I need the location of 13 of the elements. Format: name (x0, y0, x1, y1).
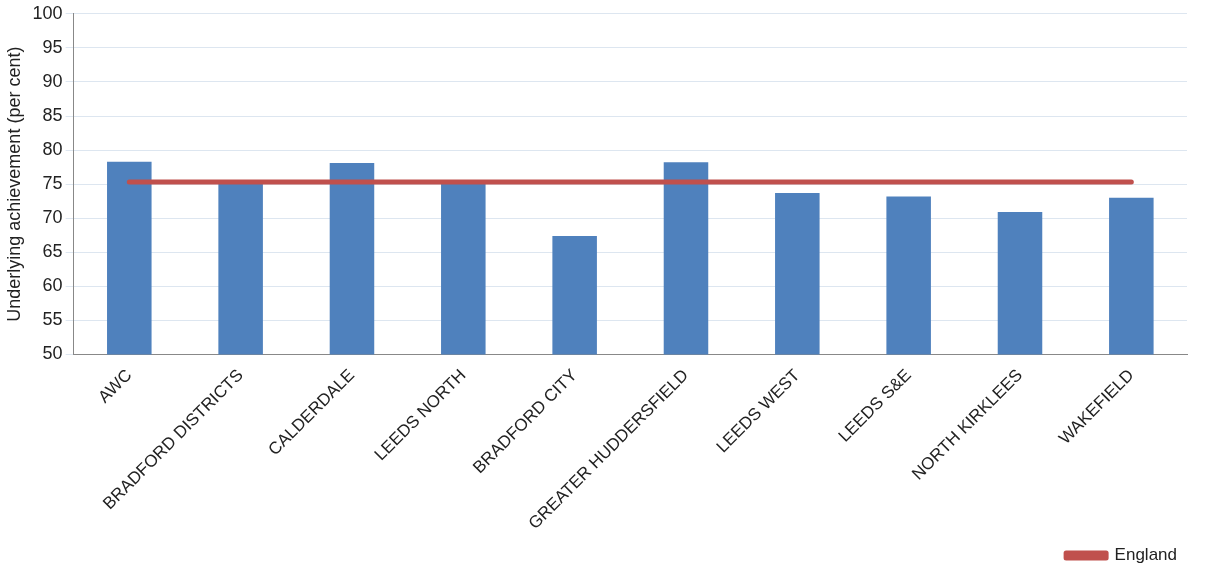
y-tick-label: 70 (42, 207, 63, 228)
y-tick-label: 55 (42, 309, 63, 330)
y-tick-label: 85 (42, 104, 63, 125)
y-tick-label: 75 (42, 173, 63, 194)
y-tick-label: 100 (32, 2, 63, 23)
legend-label: England (1114, 545, 1177, 565)
y-tick-label: 50 (42, 343, 63, 364)
y-tick-label: 65 (42, 241, 63, 262)
y-tick-label: 90 (42, 70, 63, 91)
y-axis-title: Underlying achievement (per cent) (3, 46, 24, 322)
y-tick-label: 80 (42, 139, 63, 160)
y-tick-label: 60 (42, 275, 63, 296)
y-tick-label: 95 (42, 36, 63, 57)
